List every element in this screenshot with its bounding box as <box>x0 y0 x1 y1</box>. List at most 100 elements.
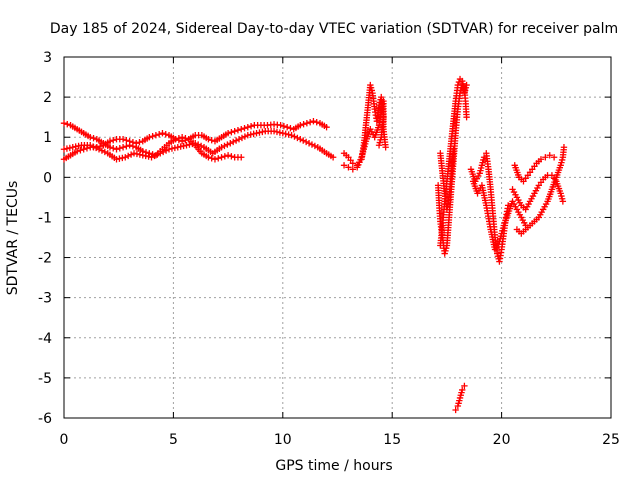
y-tick-label: -6 <box>38 411 52 427</box>
y-tick-label: -1 <box>38 210 52 226</box>
data-point <box>285 131 292 138</box>
data-point <box>159 148 167 156</box>
data-point <box>157 150 164 157</box>
data-point <box>230 138 237 146</box>
plot-frame <box>63 56 612 419</box>
x-tick-label: 25 <box>602 432 620 448</box>
data-point <box>382 144 389 151</box>
data-point <box>559 198 567 205</box>
series-palm-c <box>60 128 337 163</box>
data-point <box>231 128 238 135</box>
data-point <box>152 132 160 139</box>
data-point <box>329 154 337 161</box>
data-point <box>550 154 558 161</box>
data-point <box>340 162 348 169</box>
y-tick-label: 2 <box>43 90 52 106</box>
data-point <box>127 151 135 158</box>
data-point <box>122 154 129 161</box>
data-point <box>192 140 199 147</box>
data-point <box>310 117 317 125</box>
data-point <box>546 152 553 159</box>
chart-title: Day 185 of 2024, Sidereal Day-to-day VTE… <box>50 21 618 37</box>
data-point <box>208 137 215 144</box>
data-point <box>270 128 278 135</box>
data-point <box>302 138 310 146</box>
data-point <box>194 141 202 148</box>
data-point <box>180 142 187 150</box>
data-point <box>273 128 281 136</box>
data-point <box>459 386 466 394</box>
data-point <box>80 146 87 153</box>
data-point <box>145 153 152 160</box>
data-point <box>119 154 126 162</box>
data-point <box>123 143 130 150</box>
data-point <box>297 136 304 143</box>
data-point <box>297 121 304 129</box>
data-point <box>253 130 260 137</box>
data-point <box>250 130 257 138</box>
data-point <box>162 147 170 154</box>
data-point <box>96 143 104 150</box>
data-point <box>126 138 133 145</box>
data-point <box>133 150 141 158</box>
data-point <box>208 155 215 162</box>
x-tick-label: 10 <box>274 432 292 448</box>
data-point <box>221 153 229 160</box>
data-point <box>159 130 166 137</box>
data-point <box>73 148 81 155</box>
data-point <box>172 136 179 143</box>
x-tick-label: 20 <box>493 432 511 448</box>
x-tick-label: 5 <box>169 432 178 448</box>
data-point <box>224 130 232 137</box>
data-point <box>247 122 255 130</box>
data-point <box>305 140 313 147</box>
data-point <box>124 152 132 160</box>
data-point <box>64 120 71 128</box>
data-point <box>450 146 457 153</box>
data-point <box>224 141 231 148</box>
data-point <box>113 146 120 153</box>
data-point <box>349 160 357 167</box>
data-point <box>211 156 219 163</box>
x-axis-label: GPS time / hours <box>275 458 392 474</box>
data-point <box>162 131 169 138</box>
data-point <box>182 137 189 144</box>
data-point <box>218 144 225 151</box>
data-point <box>106 138 114 145</box>
y-tick-label: 1 <box>43 130 52 146</box>
data-point <box>228 129 235 136</box>
data-point <box>241 124 248 132</box>
data-point <box>452 406 459 414</box>
data-point <box>139 152 146 159</box>
data-marks <box>60 75 568 414</box>
data-point <box>227 140 234 147</box>
data-point <box>60 119 68 127</box>
data-point <box>168 145 176 152</box>
data-point <box>171 144 179 152</box>
data-point <box>537 156 545 163</box>
data-point <box>113 156 120 163</box>
data-point <box>282 130 289 138</box>
data-point <box>133 140 140 147</box>
data-point <box>149 133 156 140</box>
data-point <box>560 144 568 151</box>
y-tick-label: -5 <box>38 371 52 387</box>
data-point <box>288 132 295 139</box>
y-tick-label: 0 <box>43 170 52 186</box>
data-point <box>101 148 109 156</box>
data-point <box>174 144 181 151</box>
data-point <box>461 382 468 390</box>
data-point <box>300 120 307 128</box>
data-point <box>129 139 137 146</box>
data-point <box>63 145 71 152</box>
data-point <box>155 131 163 138</box>
data-point <box>75 142 82 150</box>
x-tick-label: 0 <box>60 432 69 448</box>
data-point <box>259 128 266 136</box>
data-point <box>224 152 232 159</box>
data-point <box>154 151 161 158</box>
data-point <box>183 142 190 149</box>
data-point <box>283 123 291 131</box>
data-point <box>123 137 130 144</box>
